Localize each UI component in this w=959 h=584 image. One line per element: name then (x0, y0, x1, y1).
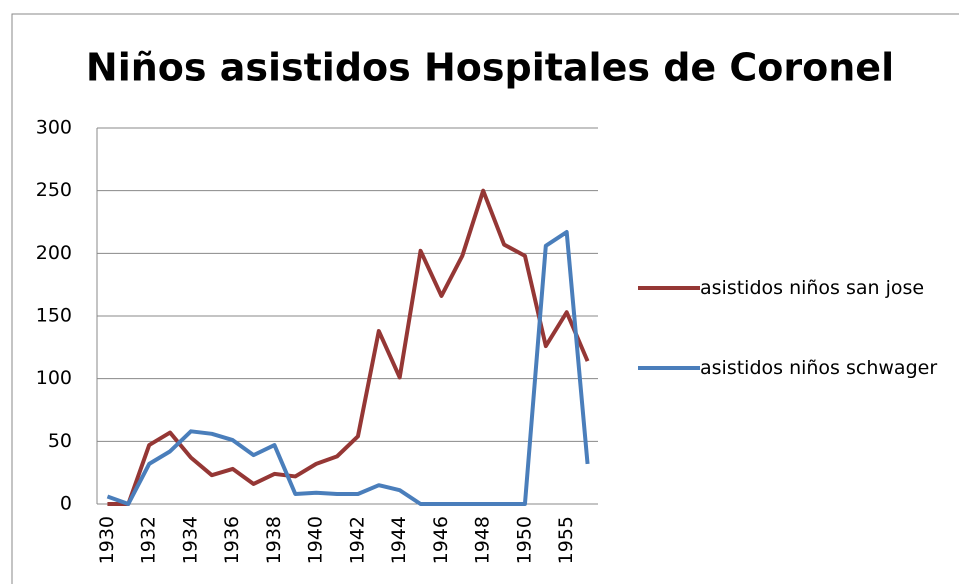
legend-label: asistidos niños san jose (700, 277, 925, 299)
x-tick-label: 1946 (430, 516, 452, 564)
x-tick-label: 1930 (96, 516, 118, 564)
x-tick-label: 1938 (263, 516, 285, 564)
x-tick-label: 1942 (346, 516, 368, 564)
y-tick-label: 300 (36, 117, 72, 139)
x-tick-label: 1948 (472, 516, 494, 564)
y-tick-label: 150 (36, 305, 72, 327)
x-tick-label: 1955 (555, 516, 577, 564)
y-tick-label: 250 (36, 179, 72, 201)
x-tick-label: 1934 (179, 516, 201, 564)
y-tick-label: 0 (60, 493, 72, 515)
y-tick-label: 100 (36, 367, 72, 389)
legend-label: asistidos niños schwager (700, 357, 938, 379)
chart-frame (11, 13, 959, 584)
x-tick-label: 1940 (305, 516, 327, 564)
series-line (107, 188, 590, 506)
y-tick-label: 50 (48, 430, 72, 452)
x-tick-label: 1950 (513, 516, 535, 564)
x-tick-label: 1944 (388, 516, 410, 564)
x-tick-label: 1932 (138, 516, 160, 564)
series-line (106, 230, 590, 506)
x-tick-label: 1936 (221, 516, 243, 564)
chart-title: Niños asistidos Hospitales de Coronel (86, 46, 894, 90)
y-tick-label: 200 (36, 242, 72, 264)
